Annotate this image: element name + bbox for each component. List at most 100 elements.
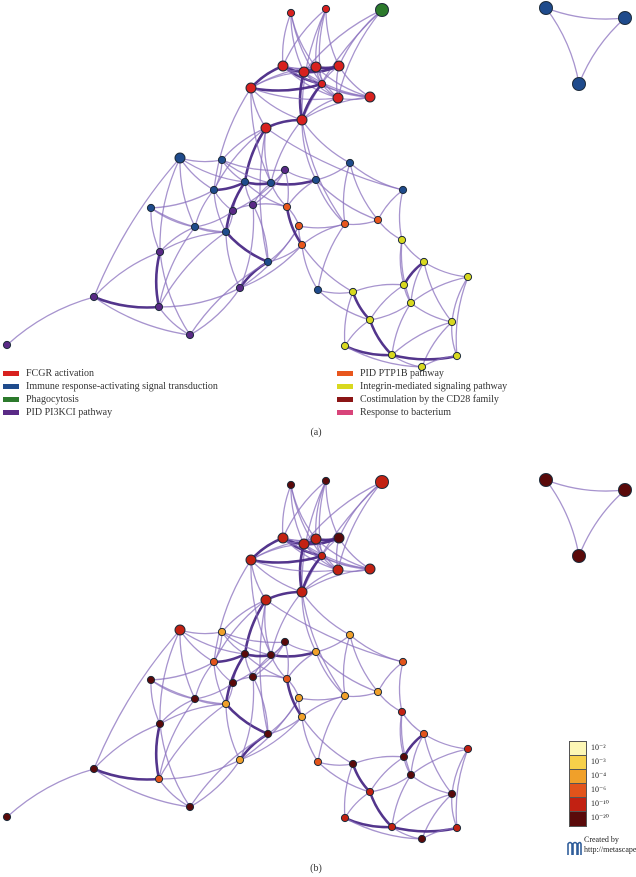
- network-node: [2, 812, 12, 822]
- network-node: [419, 257, 429, 267]
- network-node: [340, 341, 350, 351]
- network-edge: [315, 651, 379, 693]
- network-edge: [159, 226, 196, 253]
- network-edge: [250, 87, 339, 101]
- network-edge: [368, 791, 393, 828]
- metascape-logo-icon: [567, 841, 582, 855]
- legend-label: FCGR activation: [26, 367, 95, 379]
- network-edge: [315, 179, 379, 221]
- network-node: [397, 707, 407, 717]
- network-edge: [284, 169, 289, 208]
- network-node: [539, 1, 553, 15]
- network-node: [332, 92, 344, 104]
- network-node: [209, 185, 219, 195]
- network-edge: [290, 484, 323, 557]
- network-edge: [150, 207, 227, 233]
- network-node: [221, 227, 231, 237]
- network-edge: [158, 287, 241, 308]
- network-edge: [265, 599, 404, 663]
- network-node: [155, 247, 165, 257]
- network-node: [260, 594, 272, 606]
- scale-swatch: [570, 812, 586, 826]
- network-edge: [423, 733, 453, 795]
- network-edge: [154, 251, 162, 308]
- network-node: [463, 744, 473, 754]
- network-node: [365, 787, 375, 797]
- network-edge: [410, 748, 469, 776]
- network-node: [154, 302, 164, 312]
- network-edge: [159, 251, 191, 336]
- network-edge: [213, 661, 227, 705]
- network-edge: [400, 711, 412, 776]
- scale-swatch: [570, 770, 586, 784]
- network-edge: [225, 703, 269, 736]
- network-edge: [93, 157, 181, 298]
- network-edge: [317, 761, 371, 793]
- network-edge: [301, 716, 319, 763]
- network-edge: [423, 261, 469, 278]
- network-edge: [189, 261, 269, 336]
- legend-item-pid-ptp1b: PID PTP1B pathway: [337, 367, 444, 379]
- network-node: [217, 155, 227, 165]
- network-node: [282, 202, 292, 212]
- legend-item-integrin: Integrin-mediated signaling pathway: [337, 380, 507, 392]
- network-edge: [421, 321, 453, 368]
- network-edge: [179, 629, 215, 663]
- network-node: [209, 657, 219, 667]
- network-edge: [232, 169, 286, 212]
- network-edge: [158, 778, 191, 808]
- network-edge: [189, 759, 241, 808]
- network-edge: [410, 302, 453, 323]
- network-edge: [150, 661, 215, 681]
- network-edge: [301, 481, 383, 593]
- network-node: [539, 473, 553, 487]
- network-node: [296, 586, 308, 598]
- network-edge: [317, 289, 354, 294]
- network-node: [452, 351, 462, 361]
- network-node: [263, 729, 273, 739]
- network-edge: [179, 157, 223, 163]
- network-node: [266, 178, 276, 188]
- network-node: [311, 175, 321, 185]
- network-edge: [93, 295, 160, 309]
- network-edge: [154, 723, 162, 780]
- network-edge: [352, 755, 405, 765]
- network-edge: [224, 653, 247, 705]
- network-node: [399, 752, 409, 762]
- network-node: [296, 114, 308, 126]
- network-node: [399, 280, 409, 290]
- network-edge: [342, 162, 351, 225]
- network-edge: [369, 756, 405, 793]
- network-node: [452, 823, 462, 833]
- network-edge: [250, 554, 323, 564]
- network-node: [348, 759, 358, 769]
- network-edge: [301, 244, 319, 291]
- legend-item-fcgr-activation: FCGR activation: [3, 367, 94, 379]
- network-edge: [337, 481, 383, 571]
- scale-label: 10⁻²⁰: [591, 813, 609, 822]
- network-edge: [150, 679, 227, 705]
- network-edge: [93, 629, 181, 770]
- network-node: [321, 476, 331, 486]
- network-node: [280, 165, 290, 175]
- network-edge: [221, 631, 286, 644]
- network-edge: [93, 296, 191, 336]
- network-node: [266, 650, 276, 660]
- network-edge: [159, 698, 196, 725]
- network-node: [155, 719, 165, 729]
- network-edge: [239, 676, 255, 761]
- network-edge: [252, 675, 288, 680]
- network-node: [365, 315, 375, 325]
- network-edge: [282, 65, 339, 99]
- network-edge: [239, 244, 303, 289]
- network-node: [340, 691, 350, 701]
- network-edge: [158, 703, 227, 780]
- network-node: [340, 813, 350, 823]
- network-edge: [301, 8, 327, 121]
- network-edge: [284, 641, 289, 680]
- legend-label: PID PTP1B pathway: [360, 367, 444, 379]
- network-node: [228, 206, 238, 216]
- network-edge: [301, 591, 351, 636]
- network-edge: [6, 296, 95, 346]
- network-edge: [282, 8, 327, 67]
